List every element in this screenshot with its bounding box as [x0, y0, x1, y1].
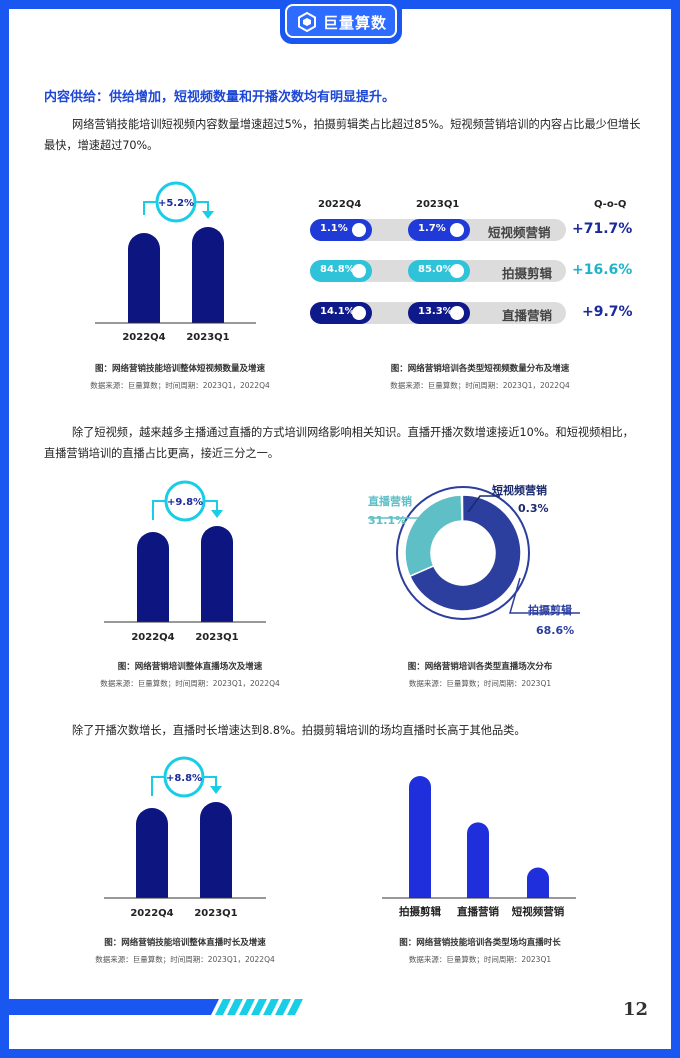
- logo-icon: [298, 12, 316, 32]
- chart1-bar-2023q1: [192, 227, 224, 323]
- chart1-xlabel-0: 2022Q4: [122, 332, 165, 343]
- logo-badge: 巨量算数: [285, 4, 397, 38]
- chart2-pill-value: 85.0%: [418, 264, 453, 275]
- chart4-svg: 直播营销 31.1% 短视频营销 0.3% 拍摄剪辑 68.6%: [368, 483, 580, 637]
- chart4-caption: 图：网络营销培训各类型直播场次分布: [407, 662, 553, 672]
- header-logo-tab: 巨量算数: [280, 0, 402, 44]
- chart4-outer-ring: [396, 486, 530, 620]
- chart2-qoq-value: +9.7%: [582, 304, 633, 320]
- chart2-col-2022: 2022Q4: [318, 199, 362, 210]
- chart6-bar-base-2: [527, 887, 549, 898]
- chart3-svg: +9.8% 2022Q4 2023Q1: [104, 480, 266, 643]
- chart3-xlabel-0: 2022Q4: [131, 632, 174, 643]
- chart6-bar-base-1: [467, 887, 489, 898]
- chart2-qoq-value: +16.6%: [572, 262, 633, 278]
- chart2-category-label: 拍摄剪辑: [502, 266, 553, 281]
- chart4-label-short: 短视频营销: [492, 483, 547, 497]
- chart4-label-edit: 拍摄剪辑: [528, 603, 572, 617]
- chart3-growth-circle: [164, 480, 206, 522]
- chart3-arrow-icon: [211, 510, 223, 518]
- footer-stripe: [9, 999, 303, 1015]
- chart2-pill-dot: [450, 223, 464, 237]
- chart2-col-qoq: Q-o-Q: [594, 199, 627, 210]
- chart6-bars: 拍摄剪辑 直播营销 短视频营销: [399, 776, 565, 918]
- chart1-source: 数据来源：巨量算数；时间周期：2023Q1，2022Q4: [90, 381, 270, 390]
- chart5-bar-2023q1: [200, 802, 232, 898]
- chart2-pill-v2023: 85.0%: [408, 260, 470, 282]
- chart1-caption: 图：网络营销技能培训整体短视频数量及增速: [94, 364, 265, 374]
- chart3-xlabel-1: 2023Q1: [195, 632, 238, 643]
- chart2-pill-value: 84.8%: [320, 264, 355, 275]
- chart1-svg: +5.2% 2022Q4 2023Q1: [95, 181, 256, 343]
- chart4-value-live: 31.1%: [368, 514, 406, 527]
- chart2-pill-dot: [450, 306, 464, 320]
- chart2-pill-value: 13.3%: [418, 306, 453, 317]
- chart2-pill-v2022: 84.8%: [310, 260, 372, 282]
- chart2-pill-value: 14.1%: [320, 306, 355, 317]
- paragraph-1: 网络营销技能培训短视频内容数量增速超过5%，拍摄剪辑类占比超过85%。短视频营销…: [44, 114, 644, 156]
- chart3-growth-label: +9.8%: [167, 497, 203, 508]
- chart4-slice-2: [404, 494, 463, 578]
- chart2-pill-v2022: 14.1%: [310, 302, 372, 324]
- chart1-arrow-icon: [202, 211, 214, 219]
- chart6-xlabel-1: 直播营销: [457, 905, 499, 918]
- chart6-xlabel-0: 拍摄剪辑: [399, 905, 441, 918]
- paragraph-2: 除了短视频，越来越多主播通过直播的方式培训网络影响相关知识。直播开播次数增速接近…: [44, 422, 644, 464]
- chart2-pill-v2023: 13.3%: [408, 302, 470, 324]
- chart6-bar-base-0: [409, 887, 431, 898]
- chart5-source: 数据来源：巨量算数；时间周期：2023Q1，2022Q4: [95, 955, 275, 964]
- chart1-growth-label: +5.2%: [158, 198, 194, 209]
- chart5-arrow-icon: [210, 786, 222, 794]
- chart2-caption: 图：网络营销培训各类型短视频数量分布及增速: [390, 364, 570, 374]
- chart1-growth-circle: [155, 181, 197, 223]
- chart2-category-label: 直播营销: [502, 308, 553, 323]
- chart5-bar-2022q4: [136, 808, 168, 898]
- chart5-svg: +8.8% 2022Q4 2023Q1: [104, 756, 266, 919]
- chart2-pill-value: 1.7%: [418, 223, 446, 234]
- chart5-growth-circle: [163, 756, 205, 798]
- chart3-bar-2023q1: [201, 526, 233, 622]
- chart4-donut: [404, 494, 522, 612]
- chart5-caption: 图：网络营销技能培训整体直播时长及增速: [104, 938, 266, 948]
- chart6-bar-1: [467, 822, 489, 898]
- page-number: 12: [622, 999, 648, 1020]
- chart1-xlabel-1: 2023Q1: [186, 332, 229, 343]
- chart6-xlabel-2: 短视频营销: [512, 905, 565, 918]
- chart6-caption: 图：网络营销技能培训各类型场均直播时长: [399, 938, 561, 948]
- chart6-svg: 拍摄剪辑 直播营销 短视频营销: [382, 776, 576, 918]
- chart2-pill-value: 1.1%: [320, 223, 348, 234]
- chart6-bar-0: [409, 776, 431, 898]
- chart6-source: 数据来源：巨量算数；时间周期：2023Q1: [408, 955, 552, 964]
- paragraph-3: 除了开播次数增长，直播时长增速达到8.8%。拍摄剪辑培训的场均直播时长高于其他品…: [44, 720, 644, 741]
- chart4-label-live: 直播营销: [368, 494, 412, 508]
- paragraph-2-text: 除了短视频，越来越多主播通过直播的方式培训网络影响相关知识。直播开播次数增速接近…: [44, 426, 634, 460]
- chart5-xlabel-0: 2022Q4: [130, 908, 173, 919]
- paragraph-3-text: 除了开播次数增长，直播时长增速达到8.8%。拍摄剪辑培训的场均直播时长高于其他品…: [72, 724, 526, 737]
- chart4-value-short: 0.3%: [518, 502, 549, 515]
- chart2-source: 数据来源：巨量算数；时间周期：2023Q1，2022Q4: [390, 381, 570, 390]
- chart3-caption: 图：网络营销培训整体直播场次及增速: [117, 662, 263, 672]
- chart2-pill-dot: [352, 264, 366, 278]
- logo-text: 巨量算数: [323, 14, 388, 32]
- chart2-pill-dot: [352, 223, 366, 237]
- paragraph-1-text: 网络营销技能培训短视频内容数量增速超过5%，拍摄剪辑类占比超过85%。短视频营销…: [44, 118, 641, 152]
- chart3-bar-2022q4: [137, 532, 169, 622]
- chart2-pill-dot: [450, 264, 464, 278]
- chart4-value-edit: 68.6%: [536, 624, 574, 637]
- chart2-pill-dot: [352, 306, 366, 320]
- chart2-pill-v2022: 1.1%: [310, 219, 372, 241]
- chart2-pill-v2023: 1.7%: [408, 219, 470, 241]
- chart4-source: 数据来源：巨量算数；时间周期：2023Q1: [408, 679, 552, 688]
- chart5-growth-label: +8.8%: [166, 773, 202, 784]
- chart3-source: 数据来源：巨量算数；时间周期：2023Q1，2022Q4: [100, 679, 280, 688]
- chart5-xlabel-1: 2023Q1: [194, 908, 237, 919]
- chart4-slice-1: [408, 494, 522, 612]
- chart2-col-2023: 2023Q1: [416, 199, 460, 210]
- chart2-category-label: 短视频营销: [488, 225, 551, 240]
- chart1-bar-2022q4: [128, 233, 160, 323]
- section-heading: 内容供给：供给增加，短视频数量和开播次数均有明显提升。: [44, 90, 396, 105]
- chart2-qoq-value: +71.7%: [572, 221, 633, 237]
